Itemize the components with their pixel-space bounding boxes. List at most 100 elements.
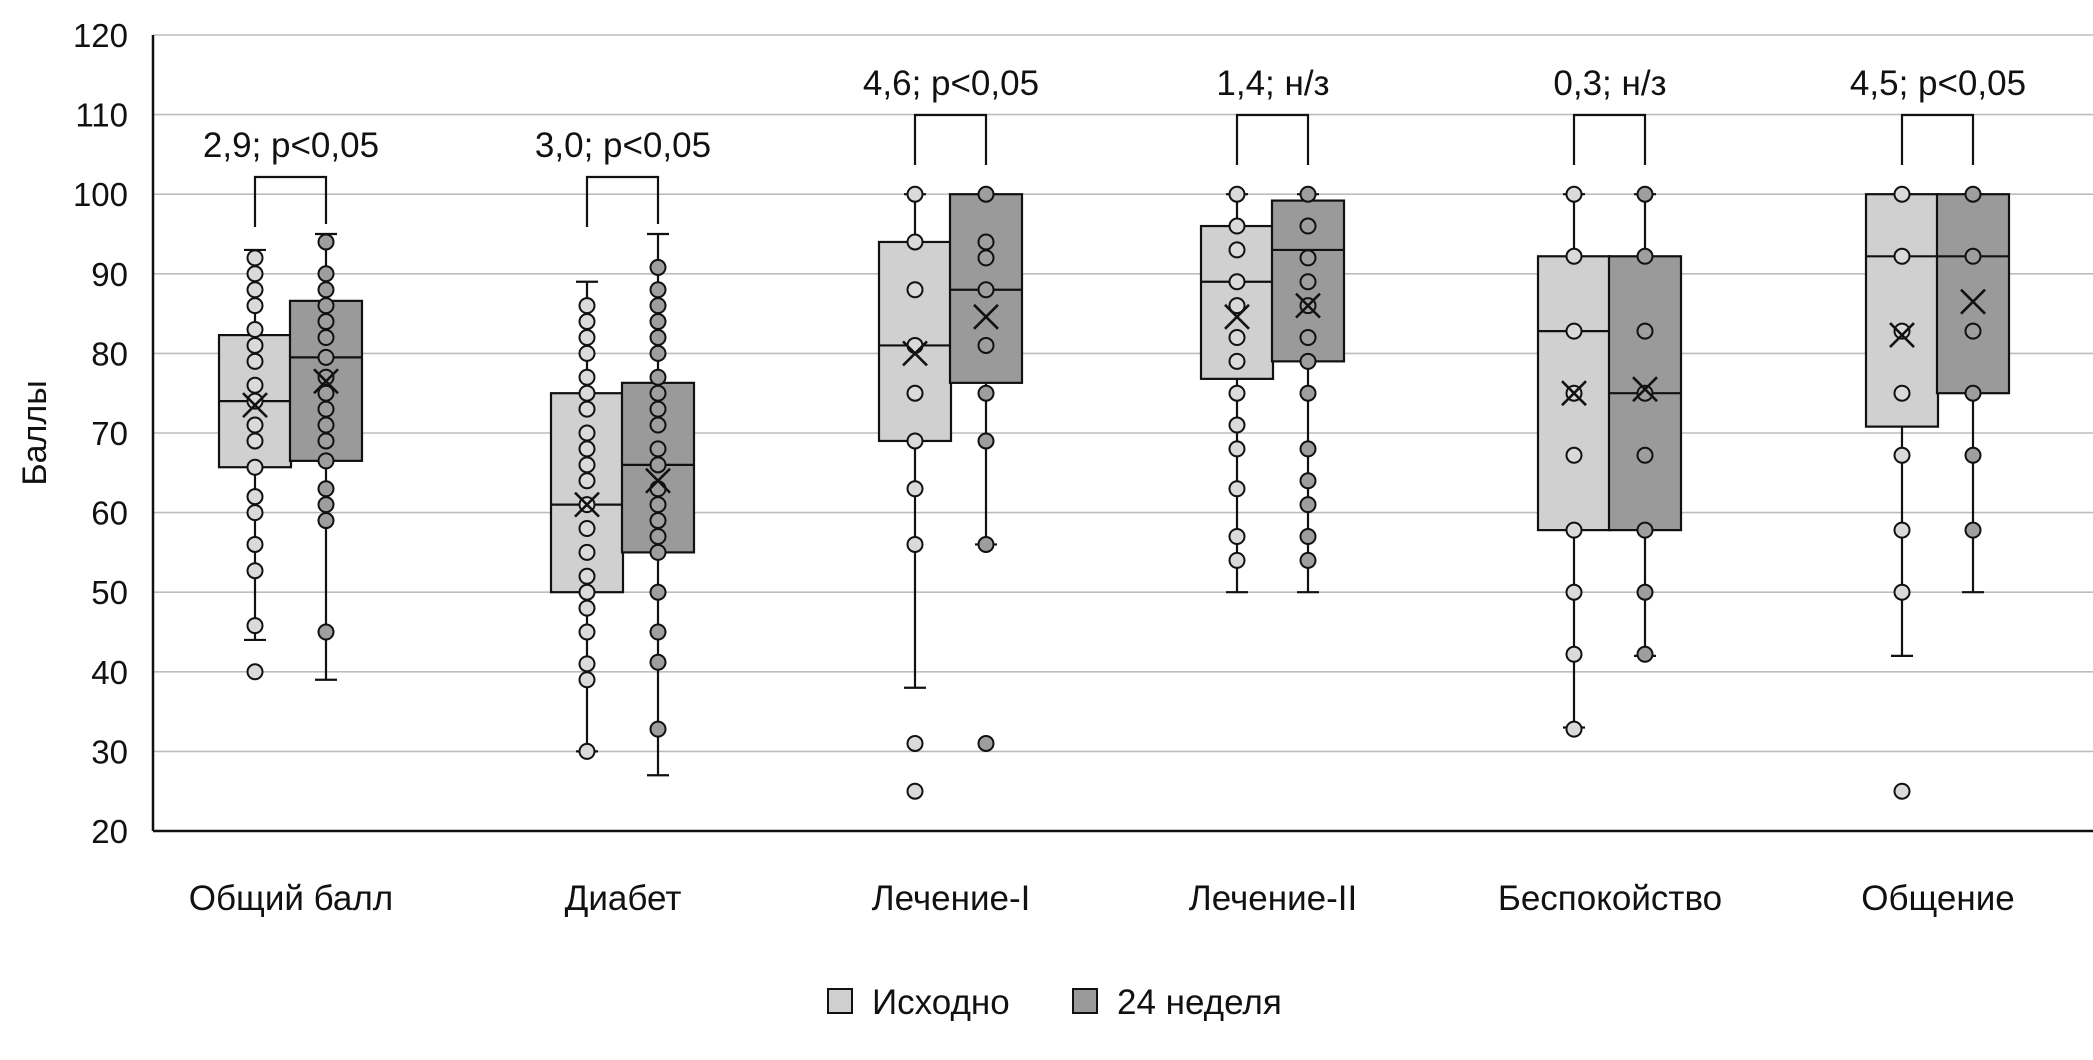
group-0-week24-point-13 [317,297,335,315]
group-2-baseline-point-6 [906,336,924,354]
group-3-week24-point-12 [1299,185,1317,203]
group-1-baseline-point-4 [578,599,596,617]
legend-item-baseline-swatch [827,988,853,1014]
group-0-week24-point-3 [317,480,335,498]
group-1-week24-mean-marker [645,467,671,494]
group-1-baseline-box [549,392,625,594]
group-0-baseline-point-2 [246,562,264,580]
group-1-week24-point-18 [649,297,667,315]
group-3-week24-point-4 [1299,440,1317,458]
box-layer [217,185,2011,800]
y-tick-label-110: 110 [75,97,128,134]
annotation-layer: 2,9; p<0,05 3,0; p<0,05 4,6; p<0,05 1,4; н/… [203,64,2026,227]
group-3-week24-point-6 [1299,352,1317,370]
group-0-week24 [288,232,364,681]
group-3-baseline-point-7 [1228,328,1246,346]
group-1-baseline [549,280,625,760]
group-1-baseline-point-5 [578,583,596,601]
group-0-baseline-mean-marker [242,392,268,419]
group-4-week24-point-6 [1636,247,1654,265]
y-tick-label-20: 20 [91,813,128,850]
group-0-week24-point-10 [317,348,335,366]
group-2-week24-point-5 [977,281,995,299]
group-1-baseline-point-2 [578,655,596,673]
group-5-baseline-point-4 [1893,384,1911,402]
group-1-baseline-point-17 [578,344,596,362]
group-3-week24-point-3 [1299,472,1317,490]
group-2-baseline-point-7 [906,281,924,299]
group-4-baseline-point-3 [1565,521,1583,539]
group-0-baseline-point-11 [246,352,264,370]
group-2-baseline-point-5 [906,384,924,402]
group-3-baseline-point-5 [1228,384,1246,402]
significance-label-5: 4,5; p<0,05 [1850,64,2026,103]
group-0-week24-point-11 [317,328,335,346]
group-3-baseline-point-3 [1228,440,1246,458]
group-1-baseline-point-12 [578,440,596,458]
group-1-baseline-point-3 [578,623,596,641]
group-4-week24-point-1 [1636,583,1654,601]
group-0-baseline-point-5 [246,488,264,506]
group-0-week24-point-5 [317,432,335,450]
group-0-baseline-point-1 [246,617,264,635]
group-1-baseline-point-20 [578,297,596,315]
legend-item-baseline: Исходно [827,983,1010,1022]
group-3-week24-point-5 [1299,384,1317,402]
group-0-week24-point-2 [317,496,335,514]
group-1-baseline-point-14 [578,400,596,418]
group-3-baseline-point-8 [1228,297,1246,315]
group-3-week24-point-0 [1299,551,1317,569]
group-3-week24-point-1 [1299,527,1317,545]
group-0-baseline-point-17 [246,249,264,267]
group-3-baseline-point-0 [1228,551,1246,569]
group-4-week24-point-2 [1636,521,1654,539]
group-2-baseline-point-9 [906,185,924,203]
group-3-baseline-point-10 [1228,241,1246,259]
group-1-week24-point-2 [649,623,667,641]
group-4-baseline [1536,185,1612,738]
group-2-baseline-point-0 [906,782,924,800]
group-2-baseline-point-4 [906,432,924,450]
group-1-week24-point-10 [649,440,667,458]
group-1-baseline-point-10 [578,472,596,490]
group-4-week24-point-4 [1636,384,1654,402]
y-tick-label-60: 60 [91,495,128,532]
group-0-baseline-point-12 [246,336,264,354]
group-2-week24-mean-marker [973,303,999,330]
group-1-week24-point-8 [649,480,667,498]
legend-item-week24: 24 неделя [1072,983,1282,1022]
group-5-baseline-point-0 [1893,782,1911,800]
group-1-week24-point-19 [649,281,667,299]
group-2-week24-point-6 [977,249,995,267]
group-1-week24-point-6 [649,512,667,530]
group-0-week24-point-12 [317,313,335,331]
group-5-baseline-point-7 [1893,185,1911,203]
significance-bracket-4 [1572,113,1647,165]
group-3-baseline-point-9 [1228,273,1246,291]
group-4-baseline-point-4 [1565,446,1583,464]
group-5-baseline-point-6 [1893,247,1911,265]
axis-layer: 20 30 40 50 60 70 80 90 100 110 120 Баллы Общий балл… [16,17,2093,918]
group-0-baseline-point-4 [246,504,264,522]
group-0-week24-point-7 [317,400,335,418]
group-4-week24-point-7 [1636,185,1654,203]
group-3-week24-mean-marker [1295,292,1321,319]
group-0-week24-point-1 [317,512,335,530]
group-2-week24-point-8 [977,185,995,203]
group-5-baseline-point-1 [1893,583,1911,601]
group-1-week24-point-7 [649,496,667,514]
group-2-baseline-point-2 [906,535,924,553]
legend-item-week24-label: 24 неделя [1117,983,1282,1022]
group-1-week24-point-17 [649,313,667,331]
group-1-week24-point-5 [649,527,667,545]
group-0-week24-point-16 [317,233,335,251]
group-3-baseline-point-2 [1228,480,1246,498]
group-1-baseline-point-16 [578,368,596,386]
group-1-week24-point-13 [649,384,667,402]
group-1-week24-point-4 [649,543,667,561]
group-4-week24-point-0 [1636,645,1654,663]
group-2-week24-point-0 [977,734,995,752]
y-tick-label-30: 30 [91,733,128,770]
group-2-week24-point-7 [977,233,995,251]
